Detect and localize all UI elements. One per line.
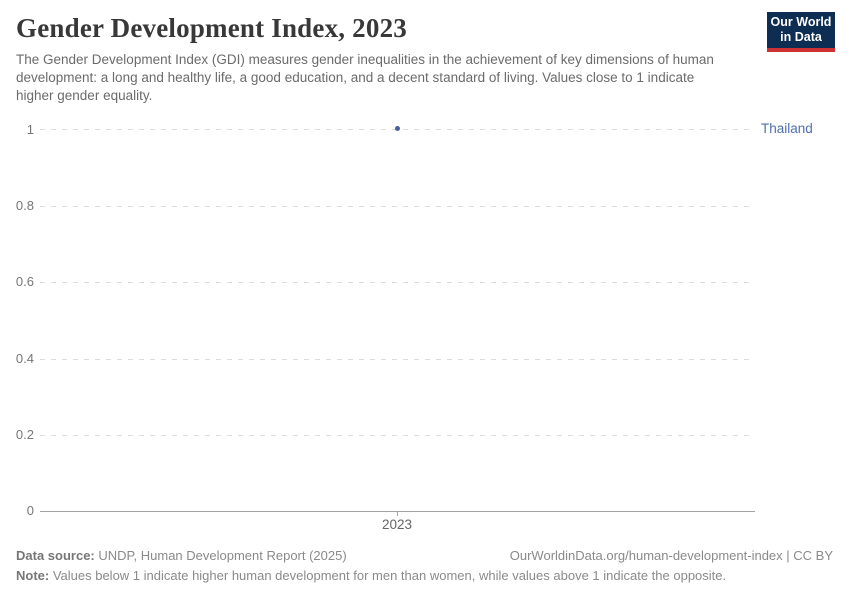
gridline-0-6 bbox=[40, 282, 755, 283]
gridline-0-2 bbox=[40, 435, 755, 436]
footer-datasource-label: Data source: bbox=[16, 548, 95, 563]
footer-link[interactable]: OurWorldinData.org/human-development-ind… bbox=[509, 548, 833, 563]
y-tick-label: 0.2 bbox=[15, 427, 34, 442]
y-tick-label: 1 bbox=[26, 122, 34, 137]
owid-logo-line2: in Data bbox=[780, 30, 822, 44]
x-axis-line bbox=[40, 511, 755, 512]
y-tick-label: 0.6 bbox=[15, 274, 34, 289]
owid-logo-line1: Our World bbox=[770, 15, 832, 29]
footer-note-label: Note: bbox=[16, 568, 50, 583]
data-point[interactable] bbox=[395, 126, 400, 131]
footer-datasource-value: UNDP, Human Development Report (2025) bbox=[94, 548, 347, 563]
entity-label[interactable]: Thailand bbox=[761, 121, 813, 136]
x-tick-label: 2023 bbox=[381, 517, 413, 532]
chart-subtitle: The Gender Development Index (GDI) measu… bbox=[16, 52, 714, 103]
gridline-0-4 bbox=[40, 359, 755, 360]
page-title: Gender Development Index, 2023 bbox=[16, 13, 407, 43]
footer-note: Note: Values below 1 indicate higher hum… bbox=[16, 568, 726, 584]
y-tick-label: 0 bbox=[26, 503, 34, 518]
footer-datasource: Data source: UNDP, Human Development Rep… bbox=[16, 548, 347, 564]
x-axis-tick bbox=[397, 512, 398, 516]
y-tick-label: 0.4 bbox=[15, 351, 34, 366]
y-tick-label: 0.8 bbox=[15, 198, 34, 213]
owid-logo[interactable]: Our World in Data bbox=[767, 12, 835, 52]
gridline-0-8 bbox=[40, 206, 755, 207]
footer-note-value: Values below 1 indicate higher human dev… bbox=[49, 568, 727, 583]
